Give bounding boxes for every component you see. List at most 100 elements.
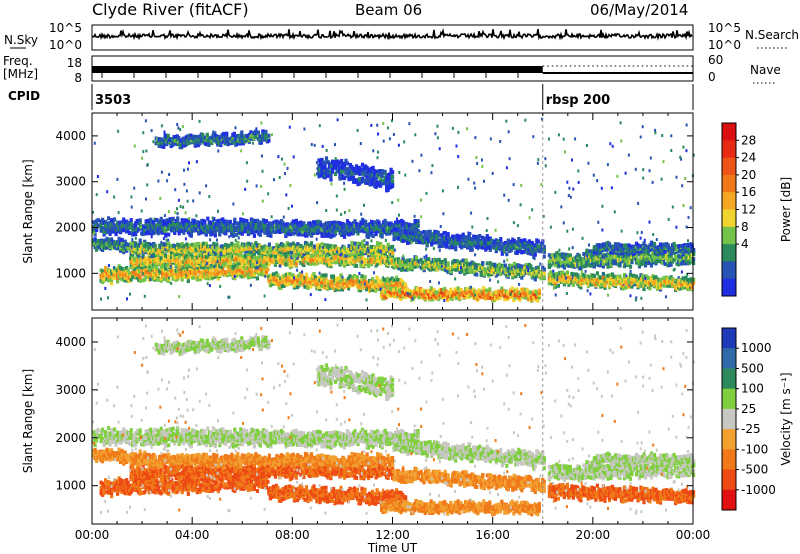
power-cell [297,273,301,278]
power-cell [379,261,383,266]
power-cell [344,253,348,258]
power-cell [129,241,133,246]
power-cell [212,241,216,246]
cpid-segment-0: 3503 [95,93,131,108]
power-cell [204,276,208,281]
power-cell [303,284,307,289]
power-cell [503,263,507,268]
power-cell [212,266,216,271]
freq-trace [92,66,543,73]
power-cell [128,231,132,236]
power-cell [249,220,253,225]
power-cell [443,286,447,291]
power-cell [129,277,133,282]
power-cell [150,254,154,259]
power-cell [436,230,440,235]
power-cell [363,279,367,284]
power-cell [242,266,246,271]
power-cell [536,239,540,244]
power-cell [272,246,276,251]
power-cell [391,249,395,254]
power-cell [542,245,546,249]
power-cell [316,275,321,280]
power-cell [297,232,301,237]
power-cell [192,242,196,247]
power-cell [137,253,141,258]
power-cell [286,282,290,287]
power-cell [399,278,403,282]
power-cell [111,275,115,280]
power-cell [521,270,525,275]
power-cell [562,265,566,270]
power-cell [476,263,480,268]
power-cell [525,288,529,293]
power-cell [201,262,205,267]
power-cell [535,274,539,279]
power-cell [159,216,163,221]
power-cell [155,266,159,271]
power-cell [454,243,458,248]
power-cell [412,228,416,233]
power-cell [340,287,345,292]
power-cell [267,259,271,264]
power-cell [404,282,408,287]
power-cell [536,298,540,303]
power-cell [236,240,240,245]
power-cell [327,231,332,236]
power-cell [353,261,357,266]
power-cell [457,237,461,242]
power-cell [197,241,201,246]
power-cell [300,229,304,234]
power-cell [459,288,463,292]
nsky-trace [91,27,693,41]
power-cell [288,272,292,276]
power-cell [140,264,144,269]
power-cell [517,237,521,241]
power-cell [365,244,369,249]
power-cell [231,272,235,277]
power-cell [368,232,372,237]
power-cell [309,241,314,246]
power-cell [486,296,490,300]
power-cell [469,237,473,242]
power-cell [129,218,133,223]
power-cell [537,288,541,293]
power-cell [264,269,268,274]
power-cell [464,258,468,263]
power-cell [171,216,175,221]
power-cell [299,220,303,225]
power-cell [460,245,464,250]
power-cell [380,233,384,238]
power-cell [426,289,430,293]
power-cell [437,257,441,262]
power-cell [358,285,363,290]
power-cell [530,240,534,245]
power-cell [582,252,586,256]
power-cell [267,261,271,266]
power-cell [553,263,557,268]
power-cell [306,285,310,290]
power-cell [135,243,139,248]
power-cell [101,248,105,252]
power-cell [233,243,237,248]
power-cell [165,218,169,223]
power-cell [373,220,377,225]
power-cell [96,218,100,222]
power-cell [338,221,342,226]
power-cell [321,273,325,278]
power-cell [271,272,275,277]
power-cell [515,250,519,255]
power-cell [242,274,246,279]
power-cell [326,233,330,238]
power-cell [237,271,241,276]
power-cell [131,275,135,280]
power-cell [386,242,390,247]
power-cell [335,223,339,228]
power-cell [311,257,315,262]
power-cell [218,224,222,229]
power-cell [291,276,295,281]
power-cell [125,242,129,247]
power-cell [213,233,217,238]
power-cell [276,273,280,278]
